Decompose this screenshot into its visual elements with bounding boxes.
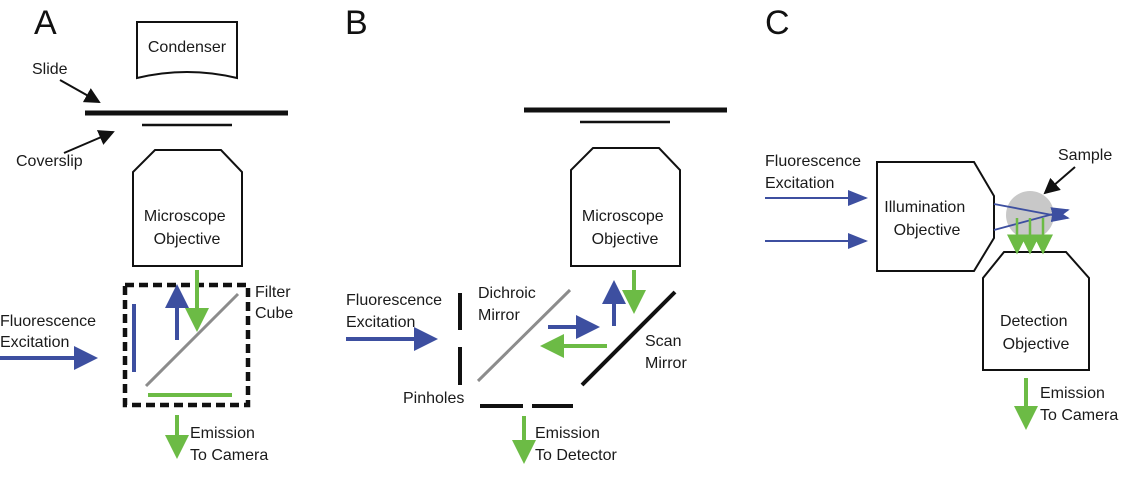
scan-mirror	[580, 290, 677, 387]
slide-label: Slide	[32, 61, 68, 78]
excitation-b-label: Fluorescence Excitation	[346, 292, 447, 331]
dichroic-mirror-a	[144, 292, 240, 388]
pinholes-label: Pinholes	[403, 390, 464, 407]
illumination-objective	[876, 161, 995, 272]
emission-c-label: Emission To Camera	[1040, 385, 1118, 424]
sample-label: Sample	[1058, 147, 1112, 164]
objective-a-label: Microscope Objective	[144, 208, 230, 248]
filter-cube-label: Filter Cube	[255, 284, 295, 322]
panel-b: B Microscope Objective Pinholes Dichroic…	[345, 4, 727, 464]
panel-a: A Condenser Slide Coverslip Microscope O…	[0, 4, 295, 464]
excitation-c-label: Fluorescence Excitation	[765, 153, 866, 192]
coverslip-label: Coverslip	[16, 153, 83, 170]
emission-b-label: Emission To Detector	[535, 425, 617, 464]
dichroic-mirror-b	[476, 288, 572, 383]
detection-label: Detection Objective	[1000, 313, 1072, 353]
illumination-label: Illumination Objective	[884, 199, 969, 239]
slide-pointer-arrow	[59, 79, 101, 103]
scan-mirror-label: Scan Mirror	[645, 333, 687, 372]
panel-c: C Fluorescence Excitation Illumination O…	[765, 4, 1118, 430]
panel-a-letter: A	[34, 4, 57, 42]
panel-c-letter: C	[765, 4, 790, 42]
coverslip-pointer-arrow	[63, 130, 115, 154]
excitation-a-label: Fluorescence Excitation	[0, 313, 101, 351]
dichroic-b-label: Dichroic Mirror	[478, 285, 540, 324]
condenser-label: Condenser	[148, 39, 227, 56]
condenser-shape	[136, 21, 238, 80]
objective-b-label: Microscope Objective	[582, 208, 668, 248]
objective-b	[570, 147, 681, 267]
sample-pointer-arrow	[1043, 166, 1076, 195]
panel-b-letter: B	[345, 4, 368, 42]
emission-a-label: Emission To Camera	[190, 425, 268, 464]
detection-objective	[982, 251, 1090, 371]
objective-a	[132, 149, 243, 267]
